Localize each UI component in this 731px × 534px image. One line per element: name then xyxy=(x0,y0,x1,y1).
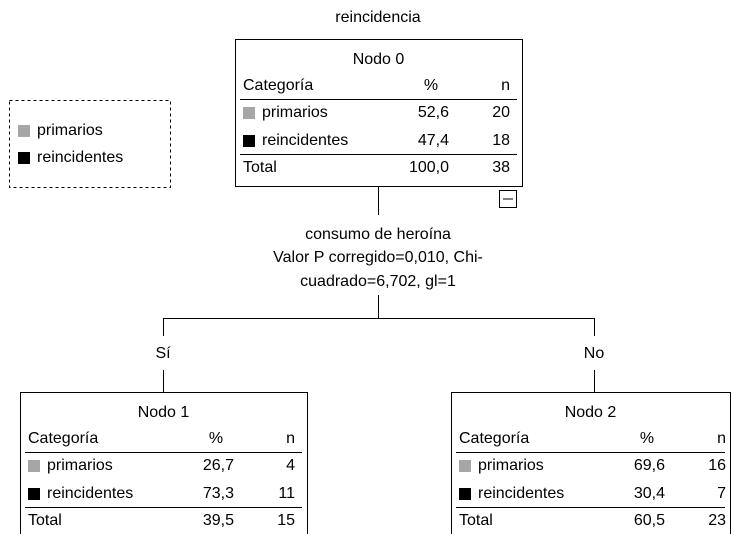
split-text: cuadrado=6,702, gl=1 xyxy=(300,273,456,290)
count-cell: 20 xyxy=(492,104,510,121)
node-box xyxy=(20,392,308,534)
percent-cell: 69,6 xyxy=(634,457,665,474)
percent-cell: 52,6 xyxy=(418,104,449,121)
column-header: Categoría xyxy=(243,77,313,94)
column-header: n xyxy=(717,430,726,447)
category-name: reincidentes xyxy=(47,485,133,502)
collapse-button[interactable] xyxy=(499,190,517,208)
legend-swatch xyxy=(18,125,30,137)
branch-label: Sí xyxy=(155,345,171,362)
total-count: 23 xyxy=(708,512,726,529)
node-label: Nodo 1 xyxy=(138,404,190,421)
category-swatch xyxy=(243,107,255,119)
node-label: Nodo 2 xyxy=(565,404,617,421)
total-label: Total xyxy=(243,159,277,176)
category-name: reincidentes xyxy=(478,485,564,502)
category-swatch xyxy=(28,488,40,500)
tree-title: reincidencia xyxy=(335,9,420,26)
legend-box xyxy=(9,100,171,188)
column-header: % xyxy=(209,430,223,447)
split-text: consumo de heroína xyxy=(305,226,451,243)
node-box xyxy=(235,39,523,187)
total-percent: 39,5 xyxy=(203,512,234,529)
total-count: 38 xyxy=(492,159,510,176)
category-name: primarios xyxy=(478,457,544,474)
branch-label: No xyxy=(584,345,605,362)
count-cell: 7 xyxy=(717,485,726,502)
legend-label: reincidentes xyxy=(37,149,123,166)
column-header: Categoría xyxy=(28,430,98,447)
category-swatch xyxy=(459,488,471,500)
legend-swatch xyxy=(18,152,30,164)
legend-label: primarios xyxy=(37,122,103,139)
total-count: 15 xyxy=(277,512,295,529)
percent-cell: 47,4 xyxy=(418,132,449,149)
percent-cell: 30,4 xyxy=(634,485,665,502)
percent-cell: 73,3 xyxy=(203,485,234,502)
category-swatch xyxy=(28,460,40,472)
count-cell: 11 xyxy=(278,485,295,502)
category-swatch xyxy=(459,460,471,472)
count-cell: 16 xyxy=(708,457,726,474)
total-percent: 100,0 xyxy=(409,159,449,176)
category-swatch xyxy=(243,135,255,147)
category-name: primarios xyxy=(47,457,113,474)
split-text: Valor P corregido=0,010, Chi- xyxy=(273,249,483,266)
percent-cell: 26,7 xyxy=(203,457,234,474)
node-label: Nodo 0 xyxy=(353,51,405,68)
count-cell: 18 xyxy=(492,132,510,149)
column-header: n xyxy=(286,430,295,447)
column-header: n xyxy=(501,77,510,94)
count-cell: 4 xyxy=(286,457,295,474)
column-header: % xyxy=(424,77,438,94)
total-label: Total xyxy=(28,512,62,529)
category-name: primarios xyxy=(262,104,328,121)
total-label: Total xyxy=(459,512,493,529)
column-header: % xyxy=(640,430,654,447)
column-header: Categoría xyxy=(459,430,529,447)
category-name: reincidentes xyxy=(262,132,348,149)
total-percent: 60,5 xyxy=(634,512,665,529)
